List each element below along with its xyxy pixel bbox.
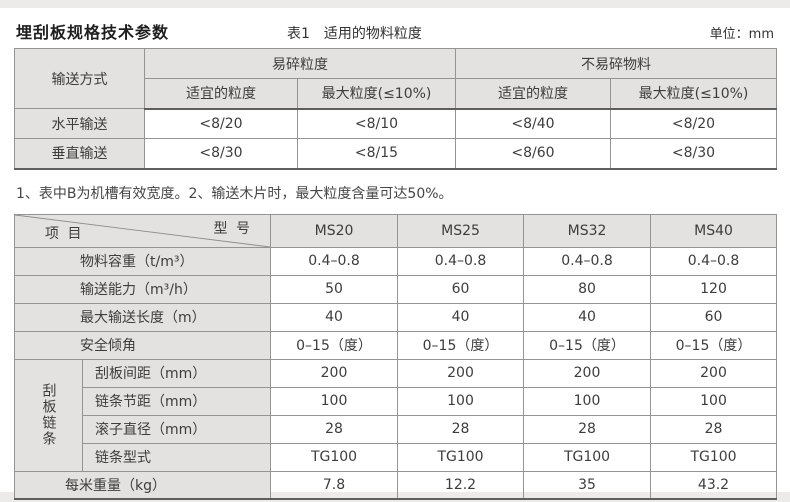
t2-cell: TG100: [270, 442, 398, 472]
spec-sheet: 埋刮板规格技术参数 表1 适用的物料粒度 单位：mm 输送方式 易碎粒度 不易碎…: [0, 8, 790, 500]
t1-group-header-row: 输送方式 易碎粒度 不易碎物料: [14, 48, 777, 109]
table-row: 安全倾角 0–15（度） 0–15（度） 0–15（度） 0–15（度）: [14, 330, 777, 360]
t2-row-label: 每米重量（kg）: [14, 470, 271, 500]
unit-label: 单位：mm: [709, 27, 774, 42]
t2-header-row: 型 号 项 目 MS20 MS25 MS32 MS40: [14, 213, 777, 248]
t2-row-label: 输送能力（m³/h）: [14, 274, 271, 304]
t2-row-label: 最大输送长度（m）: [14, 302, 271, 332]
t1-sub-header-row: 适宜的粒度 最大粒度(≤10%) 适宜的粒度 最大粒度(≤10%): [15, 78, 777, 110]
t2-cell: 40: [397, 302, 524, 332]
table-row: 链条型式 TG100 TG100 TG100 TG100: [15, 442, 777, 472]
t2-cell: 0.4–0.8: [523, 246, 651, 276]
t2-row-label: 刮板间距（mm）: [82, 358, 271, 388]
t2-cell: 28: [270, 414, 398, 444]
t1-cell: <8/60: [455, 138, 611, 170]
t1-subheader: 最大粒度(≤10%): [297, 78, 456, 110]
t2-model-header: MS25: [397, 213, 524, 248]
t2-cell: 200: [270, 358, 398, 388]
t2-row-label: 链条型式: [82, 442, 271, 472]
t2-row-label: 物料容重（t/m³）: [14, 246, 271, 276]
t1-subheader: 最大粒度(≤10%): [610, 78, 777, 110]
table-row: 水平输送 <8/20 <8/10 <8/40 <8/20: [14, 108, 777, 139]
t2-cell: 43.2: [650, 470, 777, 500]
t2-model-label: 型 号: [213, 220, 252, 237]
t2-cell: 7.8: [270, 470, 398, 500]
t2-model-header: MS32: [523, 213, 651, 248]
particle-size-table: 输送方式 易碎粒度 不易碎物料 适宜的粒度 最大粒度(≤10%) 适宜的粒度 最…: [14, 48, 777, 170]
t1-group-fragile: 易碎粒度: [144, 48, 456, 79]
t2-cell: 100: [523, 386, 651, 416]
t2-cell: 35: [523, 470, 651, 500]
t2-cell: TG100: [523, 442, 651, 472]
table-row: 垂直输送 <8/30 <8/15 <8/60 <8/30: [14, 138, 777, 170]
t1-group-nonfragile: 不易碎物料: [455, 48, 777, 79]
t2-cell: 0.4–0.8: [397, 246, 524, 276]
t2-corner-cell: 型 号 项 目: [14, 213, 271, 248]
t2-cell: 60: [650, 302, 777, 332]
t2-model-header: MS20: [270, 213, 398, 248]
t1-row-label: 垂直输送: [14, 138, 145, 170]
table-row: 每米重量（kg） 7.8 12.2 35 43.2: [14, 470, 777, 500]
table-row: 输送能力（m³/h） 50 60 80 120: [14, 274, 777, 304]
table-row: 最大输送长度（m） 40 40 40 60: [14, 302, 777, 332]
page-title: 埋刮板规格技术参数: [16, 23, 170, 42]
t1-cell: <8/30: [610, 138, 777, 170]
t2-cell: 120: [650, 274, 777, 304]
t1-transport-header: 输送方式: [14, 48, 145, 109]
table-row: 物料容重（t/m³） 0.4–0.8 0.4–0.8 0.4–0.8 0.4–0…: [14, 246, 777, 276]
model-spec-table: 型 号 项 目 MS20 MS25 MS32 MS40 物料容重（t/m³） 0…: [14, 213, 777, 500]
t2-cell: 80: [523, 274, 651, 304]
t2-row-label: 安全倾角: [14, 330, 271, 360]
t2-cell: TG100: [397, 442, 524, 472]
t2-cell: 0–15（度）: [650, 330, 777, 360]
t2-cell: 200: [397, 358, 524, 388]
t2-row-label: 链条节距（mm）: [82, 386, 271, 416]
t2-cell: 60: [397, 274, 524, 304]
t2-cell: 40: [523, 302, 651, 332]
t1-cell: <8/10: [297, 108, 456, 139]
table-row: 滚子直径（mm） 28 28 28 28: [15, 414, 777, 444]
t2-cell: 40: [270, 302, 398, 332]
diagonal-divider: [15, 215, 270, 246]
t2-cell: 12.2: [397, 470, 524, 500]
t2-cell: 0.4–0.8: [650, 246, 777, 276]
t2-cell: 0–15（度）: [270, 330, 398, 360]
t2-cell: 0–15（度）: [523, 330, 651, 360]
t2-cell: 0.4–0.8: [270, 246, 398, 276]
t1-cell: <8/20: [610, 108, 777, 139]
t2-cell: TG100: [650, 442, 777, 472]
t1-cell: <8/30: [144, 138, 298, 170]
table1-caption: 表1 适用的物料粒度: [287, 26, 422, 42]
t1-row-label: 水平输送: [14, 108, 145, 139]
t2-chain-group-label: 刮板链条: [14, 358, 83, 472]
t1-subheader: 适宜的粒度: [144, 78, 298, 110]
t2-model-header: MS40: [650, 213, 777, 248]
table-row: 链条节距（mm） 100 100 100 100: [15, 386, 777, 416]
t2-item-label: 项 目: [45, 225, 84, 242]
t2-cell: 100: [650, 386, 777, 416]
t2-cell: 28: [397, 414, 524, 444]
t2-cell: 28: [523, 414, 651, 444]
t2-cell: 200: [650, 358, 777, 388]
header-row: 埋刮板规格技术参数 表1 适用的物料粒度 单位：mm: [0, 8, 790, 48]
t2-cell: 100: [397, 386, 524, 416]
t2-cell: 28: [650, 414, 777, 444]
table-row: 刮板链条 刮板间距（mm） 200 200 200 200: [14, 358, 777, 472]
t1-subheader: 适宜的粒度: [455, 78, 611, 110]
t1-cell: <8/20: [144, 108, 298, 139]
t1-cell: <8/15: [297, 138, 456, 170]
footnote: 1、表中B为机槽有效宽度。2、输送木片时，最大粒度含量可达50%。: [16, 185, 453, 202]
t2-cell: 50: [270, 274, 398, 304]
t2-cell: 200: [523, 358, 651, 388]
t1-cell: <8/40: [455, 108, 611, 139]
t2-cell: 100: [270, 386, 398, 416]
t2-row-label: 滚子直径（mm）: [82, 414, 271, 444]
t2-cell: 0–15（度）: [397, 330, 524, 360]
